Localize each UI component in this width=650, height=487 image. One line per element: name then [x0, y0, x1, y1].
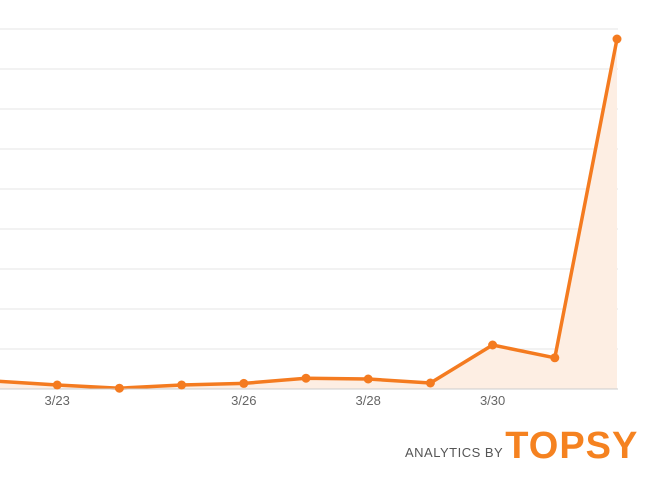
grid-lines [0, 28, 618, 350]
series-line-layer [0, 37, 619, 390]
series-area [0, 39, 617, 389]
x-tick-label: 3/23 [45, 393, 70, 408]
topsy-logo-text: TOPSY [505, 424, 639, 467]
data-points [52, 34, 622, 393]
data-point [114, 383, 124, 393]
data-point [612, 34, 622, 44]
data-point [425, 378, 435, 388]
data-point [301, 373, 311, 383]
area-fill-layer [0, 39, 617, 389]
x-tick-label: 3/28 [356, 393, 381, 408]
x-tick-label: 3/30 [480, 393, 505, 408]
x-tick-labels: 3/23 3/26 3/28 3/30 [45, 393, 506, 408]
x-tick-label: 3/26 [231, 393, 256, 408]
analytics-by-label: ANALYTICS BY [405, 444, 504, 460]
series-line [0, 37, 619, 390]
data-point [52, 380, 62, 390]
data-point [239, 378, 249, 388]
data-point [177, 380, 187, 390]
data-point [550, 353, 560, 363]
topsy-branding: ANALYTICS BY TOPSY [405, 424, 645, 468]
data-point [488, 340, 498, 350]
data-point [363, 374, 373, 384]
